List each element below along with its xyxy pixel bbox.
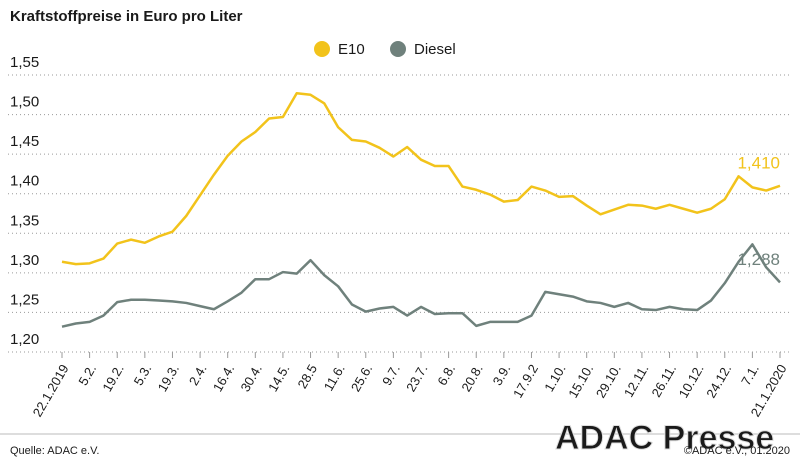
y-tick-label: 1,35 [10, 212, 39, 229]
y-tick-label: 1,50 [10, 94, 39, 111]
legend-label: E10 [338, 41, 365, 58]
series-line [61, 243, 781, 328]
legend-marker [314, 41, 330, 57]
value-label: 1,410 [737, 153, 780, 172]
legend-marker [390, 41, 406, 57]
y-tick-label: 1,30 [10, 252, 39, 269]
legend-label: Diesel [414, 41, 456, 58]
y-tick-label: 1,55 [10, 54, 39, 71]
series-line [61, 91, 781, 266]
chart-title: Kraftstoffpreise in Euro pro Liter [10, 8, 243, 25]
watermark: ADAC Presse [555, 419, 774, 457]
copyright: ©ADAC e.V., 01.2020 [684, 445, 790, 457]
y-tick-label: 1,45 [10, 133, 39, 150]
y-tick-label: 1,20 [10, 331, 39, 348]
value-label: 1,288 [737, 250, 780, 269]
y-tick-label: 1,25 [10, 291, 39, 308]
y-tick-label: 1,40 [10, 173, 39, 190]
source: Quelle: ADAC e.V. [10, 445, 99, 457]
